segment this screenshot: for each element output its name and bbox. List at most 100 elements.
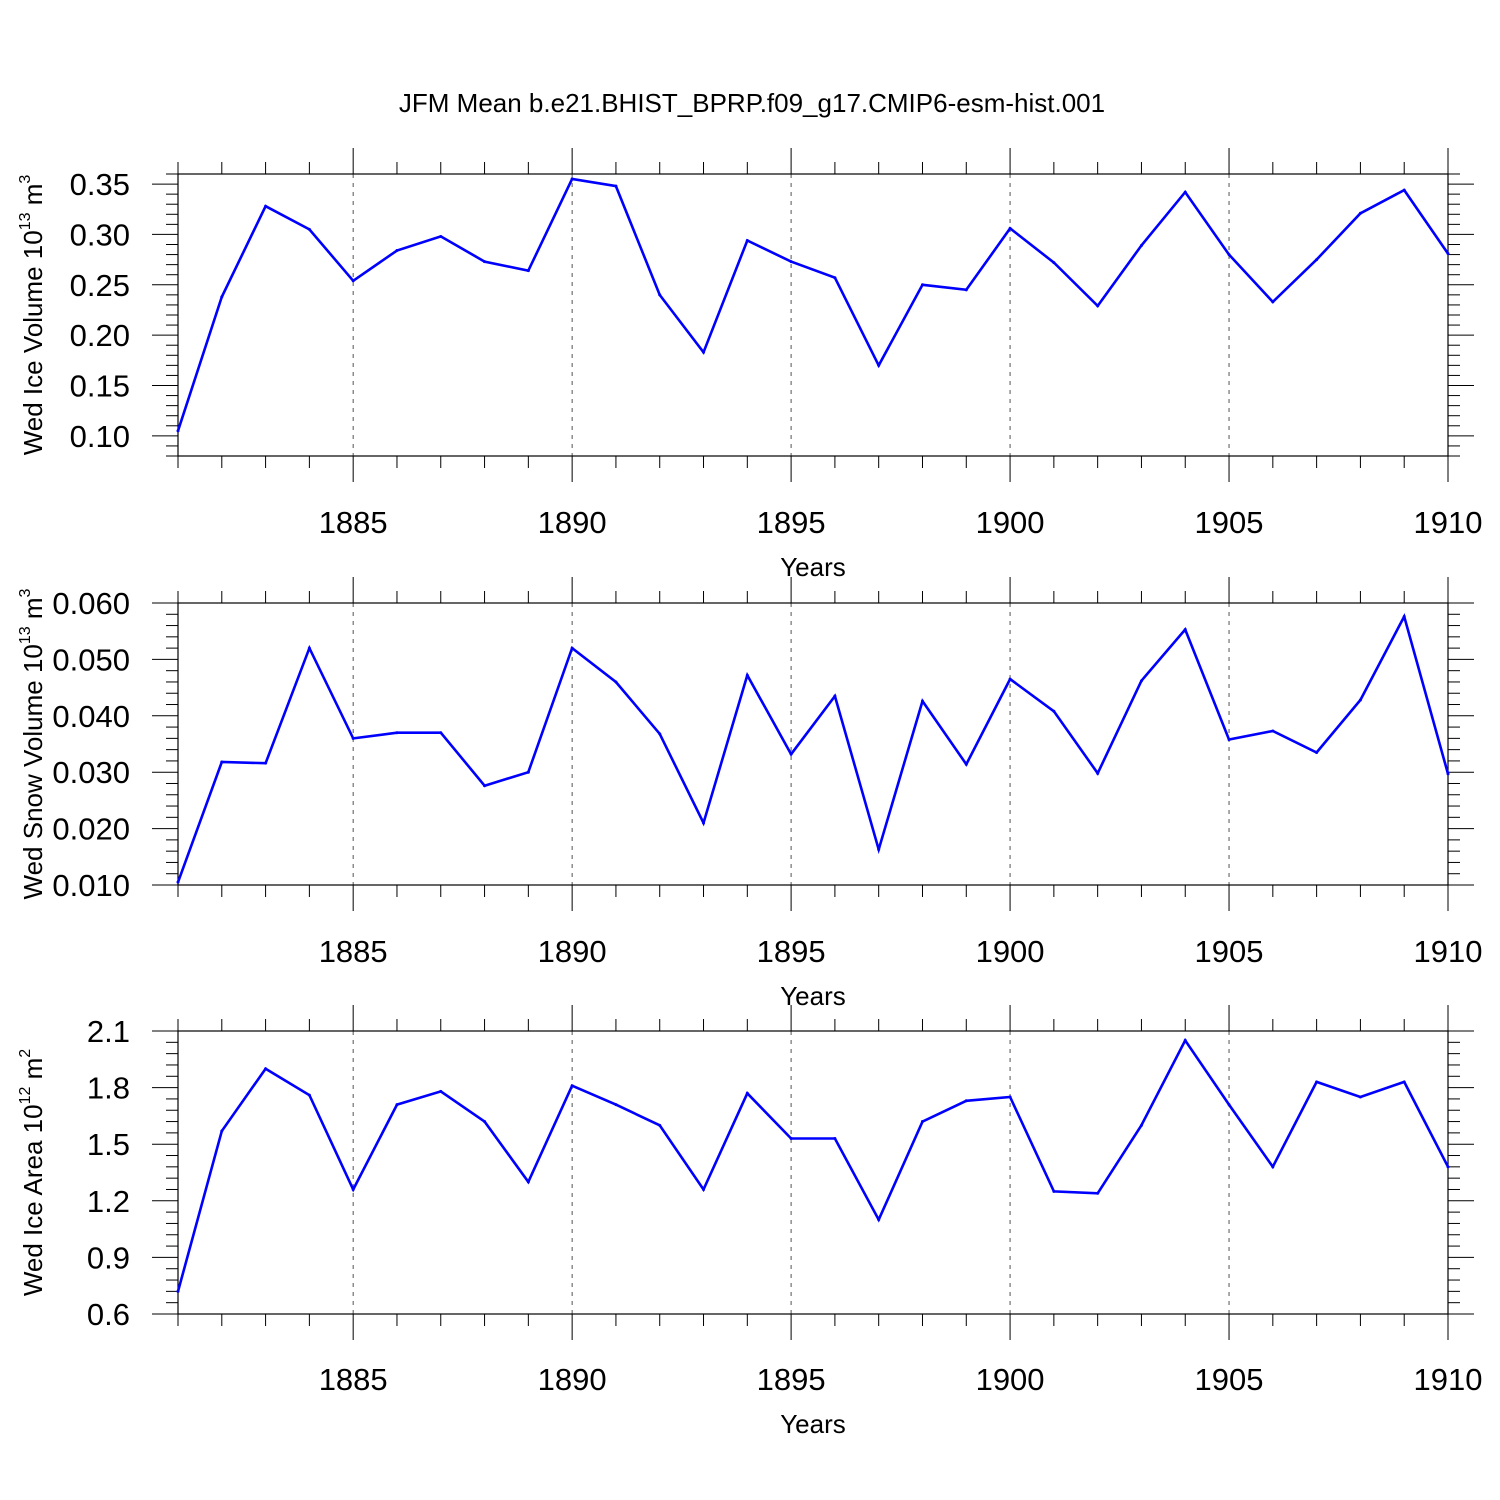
y-tick-label: 0.9: [87, 1240, 130, 1275]
y-tick-label: 0.020: [52, 812, 130, 847]
x-tick-label: 1885: [319, 934, 388, 969]
data-point: [877, 1218, 881, 1222]
data-point: [789, 260, 793, 264]
data-point: [307, 1093, 311, 1097]
x-tick-label: 1900: [976, 1362, 1045, 1397]
data-point: [1315, 258, 1319, 262]
data-point: [1315, 1080, 1319, 1084]
y-axis-title-exponent: 12: [17, 1087, 34, 1105]
chart-panels: 0.10 0.15 0.20 0.25 0.30 0.35 1885 1890 1895 1900…: [17, 148, 1482, 1439]
y-tick-label: 0.050: [52, 642, 130, 677]
data-point: [614, 680, 618, 684]
data-point: [1227, 253, 1231, 257]
data-point: [833, 694, 837, 698]
data-point: [1271, 300, 1275, 304]
data-point: [1052, 709, 1056, 713]
data-point: [1052, 261, 1056, 265]
y-axis-title-unit-exponent: 3: [17, 175, 34, 184]
x-tick-label: 1885: [319, 505, 388, 540]
series-line: [176, 1037, 1450, 1292]
data-point: [570, 1084, 574, 1088]
data-point: [1096, 1191, 1100, 1195]
data-point: [789, 1137, 793, 1141]
x-axis-title: Years: [780, 981, 846, 1011]
data-point: [1446, 252, 1450, 256]
x-tick-label: 1905: [1195, 505, 1264, 540]
data-point: [658, 293, 662, 297]
data-point: [395, 249, 399, 253]
data-point: [483, 260, 487, 264]
data-point: [1271, 729, 1275, 733]
data-point: [789, 752, 793, 756]
x-tick-label: 1910: [1414, 505, 1483, 540]
data-point: [1139, 1123, 1143, 1127]
y-axis-title-unit-exponent: 3: [17, 588, 34, 597]
y-tick-label: 0.010: [52, 868, 130, 903]
data-point: [920, 283, 924, 287]
y-tick-label: 0.10: [70, 419, 130, 454]
y-axis-title: Wed Ice Volume 1013 m3: [17, 175, 48, 456]
data-point: [877, 847, 881, 851]
data-point: [702, 350, 706, 354]
data-point: [1315, 750, 1319, 754]
data-point: [264, 1067, 268, 1071]
data-point: [614, 184, 618, 188]
y-axis-title-unit: m: [18, 184, 48, 213]
data-point: [1008, 226, 1012, 230]
x-axis-title: Years: [780, 1409, 846, 1439]
data-point: [526, 269, 530, 273]
chart-title: JFM Mean b.e21.BHIST_BPRP.f09_g17.CMIP6-…: [399, 88, 1105, 118]
y-tick-label: 1.5: [87, 1127, 130, 1162]
y-axis-title-text: Wed Ice Volume 10: [18, 230, 48, 455]
series-line: [176, 177, 1450, 432]
plot-frame: [177, 1030, 1449, 1315]
y-tick-label: 0.040: [52, 699, 130, 734]
data-point: [1358, 1095, 1362, 1099]
y-axis-title-unit-exponent: 2: [17, 1049, 34, 1058]
data-point: [176, 429, 180, 433]
y-axis-title-exponent: 13: [17, 626, 34, 644]
data-point: [220, 760, 224, 764]
data-point: [658, 1123, 662, 1127]
data-point: [1358, 698, 1362, 702]
plot-frame: [177, 602, 1449, 886]
data-point: [395, 731, 399, 735]
data-point: [833, 276, 837, 280]
data-point: [1139, 244, 1143, 248]
plot-frame: [177, 173, 1449, 457]
x-tick-label: 1895: [757, 934, 826, 969]
data-point: [483, 1120, 487, 1124]
data-point: [920, 1120, 924, 1124]
data-point: [176, 1289, 180, 1293]
y-tick-label: 0.060: [52, 586, 130, 621]
x-tick-label: 1885: [319, 1362, 388, 1397]
data-point: [1052, 1189, 1056, 1193]
data-point: [307, 227, 311, 231]
y-axis-title-exponent: 13: [17, 212, 34, 230]
data-point: [614, 1103, 618, 1107]
data-point: [1183, 628, 1187, 632]
data-point: [833, 1137, 837, 1141]
x-tick-label: 1890: [538, 505, 607, 540]
data-point: [920, 699, 924, 703]
data-point: [220, 295, 224, 299]
data-point: [439, 731, 443, 735]
y-tick-label: 0.20: [70, 318, 130, 353]
data-point: [1096, 771, 1100, 775]
data-point: [1139, 679, 1143, 683]
data-point: [877, 363, 881, 367]
y-tick-label: 2.1: [87, 1014, 130, 1049]
data-point: [745, 673, 749, 677]
y-tick-label: 1.2: [87, 1184, 130, 1219]
y-axis-title-unit: m: [18, 597, 48, 626]
x-tick-label: 1910: [1414, 1362, 1483, 1397]
x-tick-label: 1910: [1414, 934, 1483, 969]
data-point: [1271, 1165, 1275, 1169]
data-point: [1183, 1038, 1187, 1042]
data-point: [220, 1129, 224, 1133]
data-point: [1227, 737, 1231, 741]
data-point: [964, 762, 968, 766]
data-point: [1227, 1103, 1231, 1107]
data-point: [526, 770, 530, 774]
